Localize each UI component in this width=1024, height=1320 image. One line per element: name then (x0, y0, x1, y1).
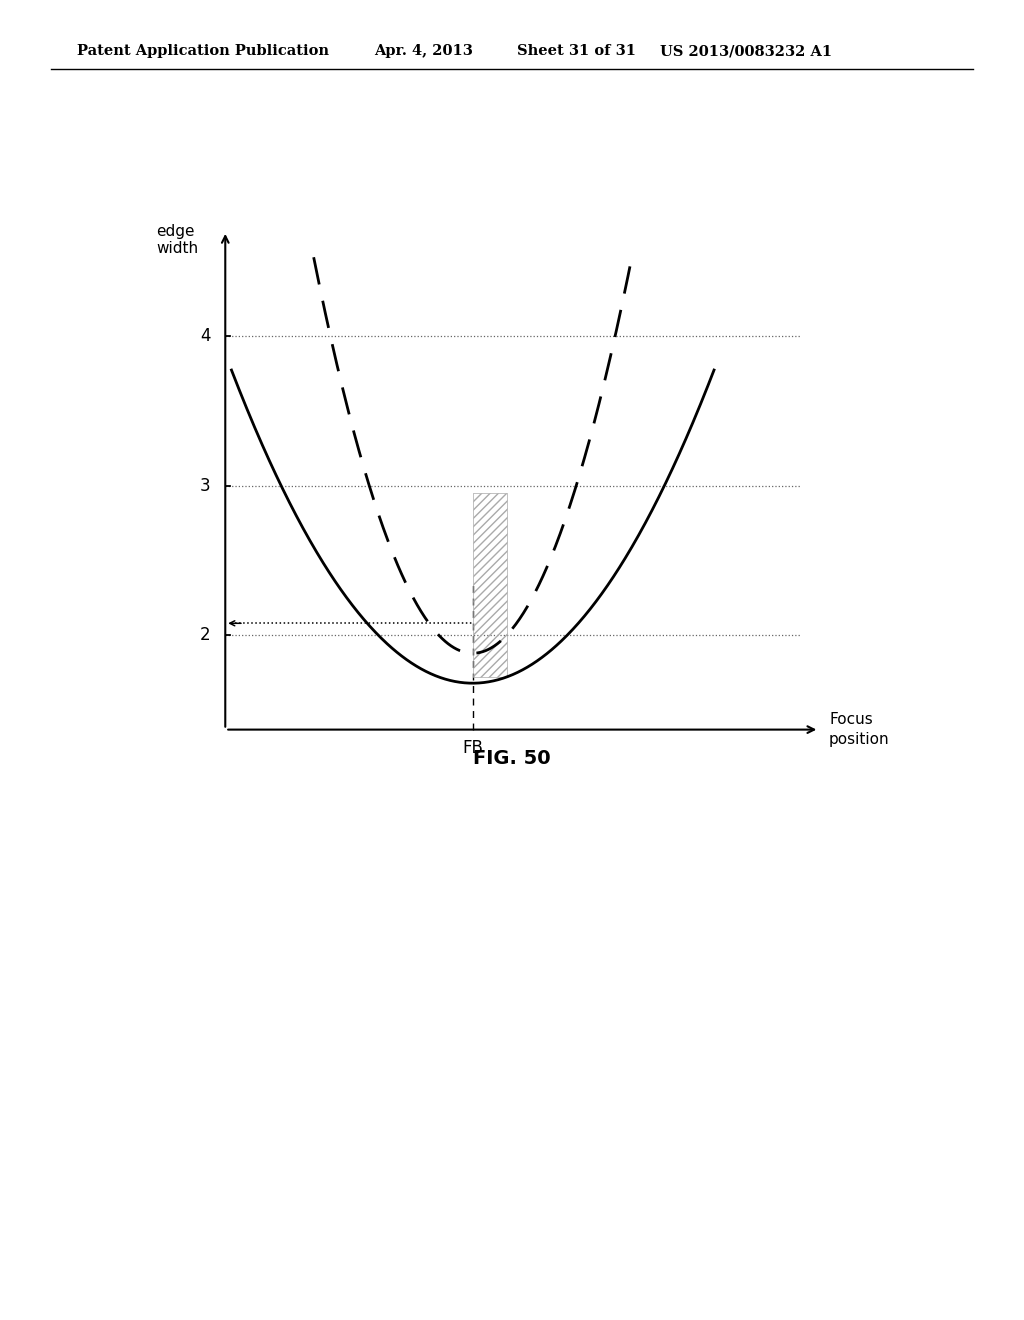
Text: FIG. 50: FIG. 50 (473, 750, 551, 768)
Text: 4: 4 (200, 327, 210, 345)
Text: Apr. 4, 2013: Apr. 4, 2013 (374, 45, 473, 58)
Text: Sheet 31 of 31: Sheet 31 of 31 (517, 45, 636, 58)
Text: US 2013/0083232 A1: US 2013/0083232 A1 (660, 45, 833, 58)
Text: 2: 2 (200, 626, 210, 644)
Text: Patent Application Publication: Patent Application Publication (77, 45, 329, 58)
Text: FB: FB (462, 739, 483, 756)
Text: Focus
position: Focus position (829, 713, 890, 747)
Text: 3: 3 (200, 477, 210, 495)
Text: edge
width: edge width (156, 223, 198, 256)
Bar (473, 494, 508, 677)
